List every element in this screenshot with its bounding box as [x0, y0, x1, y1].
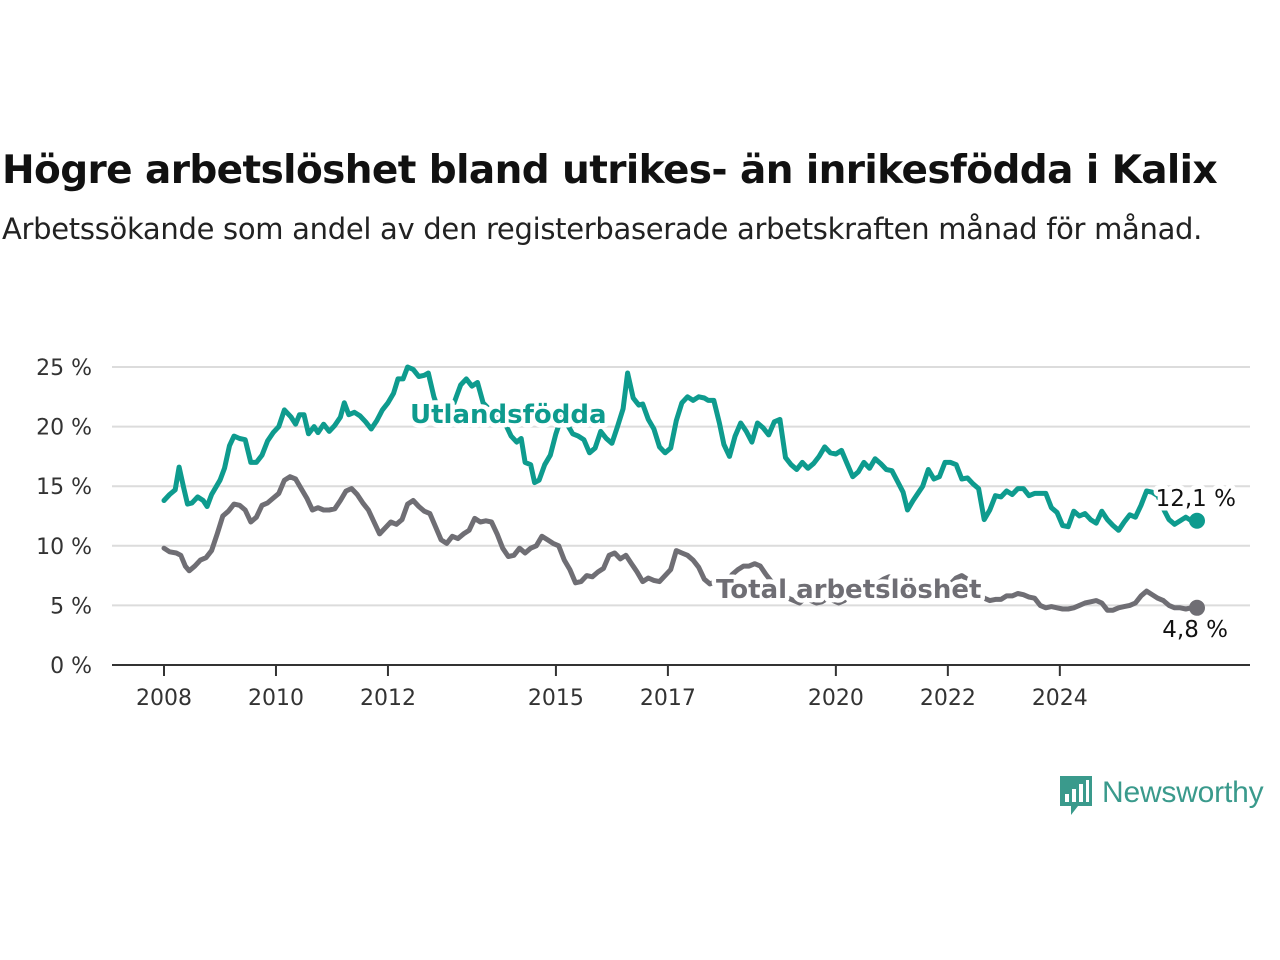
end-dot-total [1189, 599, 1205, 616]
series-lines [161, 364, 1205, 616]
x-tick-label: 2024 [1032, 686, 1088, 711]
end-dot-utlandsfodda [1189, 512, 1205, 529]
series-line-total [161, 474, 1200, 613]
x-tick-label: 2008 [136, 686, 192, 711]
x-tick-label: 2017 [640, 686, 696, 711]
y-tick-label: 0 % [50, 654, 92, 679]
x-tick-label: 2015 [528, 686, 584, 711]
series-line-utlandsfodda [161, 364, 1200, 533]
series-label-total: Total arbetslöshet [716, 575, 981, 605]
series-label-utlandsfodda-halo: Utlandsfödda [410, 400, 607, 430]
series-label-total-halo: Total arbetslöshet [716, 575, 981, 605]
chart-subtitle: Arbetssökande som andel av den registerb… [2, 212, 1203, 246]
x-tick-label: 2010 [248, 686, 304, 711]
y-tick-label: 20 % [36, 416, 92, 441]
newsworthy-logo: Newsworthy [1058, 773, 1264, 819]
end-label-utlandsfodda: 12,1 % [1156, 486, 1236, 512]
chart-title: Högre arbetslöshet bland utrikes- än inr… [2, 148, 1218, 193]
end-label-total: 4,8 % [1162, 617, 1228, 643]
x-tick-label: 2020 [808, 686, 864, 711]
y-tick-label: 25 % [36, 356, 92, 381]
y-tick-label: 15 % [36, 475, 92, 500]
y-tick-label: 5 % [50, 594, 92, 619]
y-axis-ticks: 0 % 5 % 10 % 15 % 20 % 25 % [36, 356, 92, 679]
y-tick-label: 10 % [36, 535, 92, 560]
x-tick-label: 2022 [920, 686, 976, 711]
end-label-utlandsfodda-halo: 12,1 % [1156, 486, 1236, 512]
brand-name: Newsworthy [1102, 776, 1264, 809]
end-label-total-halo: 4,8 % [1162, 617, 1228, 643]
series-label-utlandsfodda: Utlandsfödda [410, 400, 607, 430]
grid-lines [112, 366, 1250, 607]
x-tick-label: 2012 [360, 686, 416, 711]
x-axis-ticks: 2008 2010 2012 2015 2017 2020 2022 2024 [136, 665, 1088, 711]
bar-chart-icon [1060, 776, 1092, 815]
